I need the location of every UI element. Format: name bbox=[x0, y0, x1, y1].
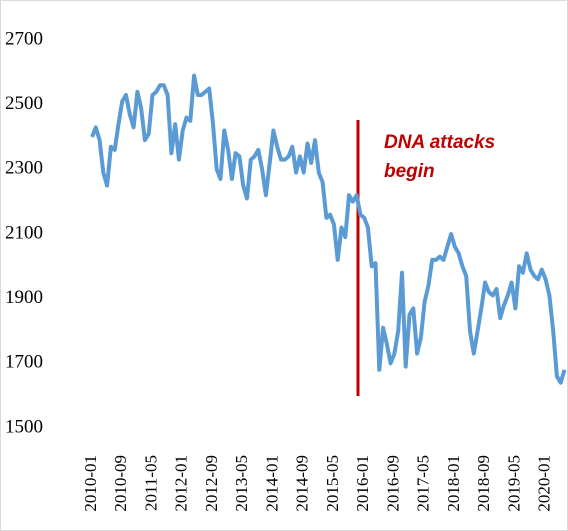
y-tick-label: 2300 bbox=[5, 158, 43, 179]
x-tick-label: 2017-05 bbox=[414, 455, 433, 512]
x-tick-label: 2016-01 bbox=[353, 455, 372, 512]
x-tick-label: 2012-09 bbox=[202, 455, 221, 512]
x-tick-label: 2010-09 bbox=[111, 455, 130, 512]
x-tick-label: 2012-01 bbox=[172, 455, 191, 512]
annotation: DNA attacks bbox=[384, 132, 495, 153]
y-tick-label: 2700 bbox=[5, 28, 43, 49]
line bbox=[90, 73, 567, 385]
x-tick-label: 2018-09 bbox=[474, 455, 493, 512]
x-tick-label: 2013-05 bbox=[232, 455, 251, 512]
y-tick-label: 2500 bbox=[5, 93, 43, 114]
x-tick-label: 2020-01 bbox=[535, 455, 554, 512]
x-tick-label: 2015-05 bbox=[323, 455, 342, 512]
x-tick-label: 2014-09 bbox=[293, 455, 312, 512]
x-tick-label: 2011-05 bbox=[141, 455, 160, 511]
y-tick-label: 2100 bbox=[5, 222, 43, 243]
x-tick-label: 2018-01 bbox=[444, 455, 463, 512]
annotation: begin bbox=[384, 161, 435, 182]
x-tick-label: 2014-01 bbox=[262, 455, 281, 512]
y-tick-label: 1500 bbox=[5, 416, 43, 437]
x-tick-label: 2016-09 bbox=[383, 455, 402, 512]
y-tick-label: 1900 bbox=[5, 287, 43, 308]
x-tick-label: 2019-05 bbox=[504, 455, 523, 512]
x-tick-label: 2010-01 bbox=[81, 455, 100, 512]
y-tick-label: 1700 bbox=[5, 352, 43, 373]
